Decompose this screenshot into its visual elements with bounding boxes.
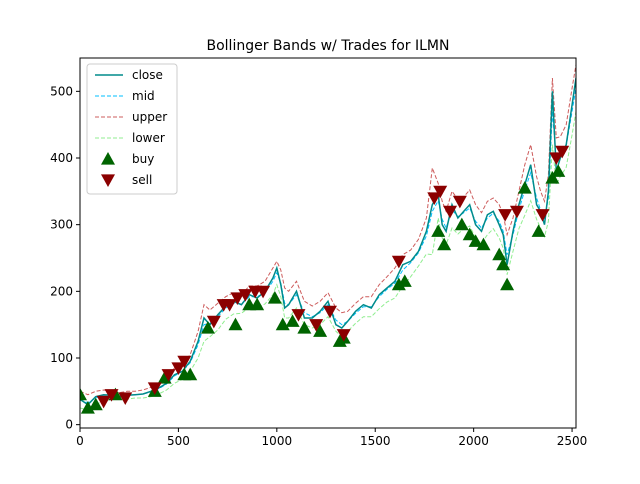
x-tick-label: 0 [76, 434, 84, 448]
y-tick-label: 0 [65, 418, 73, 432]
chart-title: Bollinger Bands w/ Trades for ILMN [207, 38, 450, 54]
buy-marker [267, 291, 282, 304]
sell-marker [336, 329, 351, 342]
buy-marker [476, 237, 491, 251]
legend-label-upper: upper [132, 110, 167, 124]
legend-swatch-sell [101, 174, 115, 187]
sell-marker [118, 392, 133, 405]
sell-marker [238, 289, 253, 302]
buy-marker [454, 217, 469, 231]
x-tick-label: 2000 [458, 434, 489, 448]
y-tick-label: 300 [50, 218, 73, 232]
sell-marker [222, 299, 237, 312]
y-tick-label: 200 [50, 284, 73, 298]
buy-marker [492, 247, 507, 261]
sell-marker [509, 205, 524, 219]
buy-marker [431, 224, 446, 237]
series-line-lower [80, 111, 576, 411]
buy-marker [285, 314, 300, 327]
sell-marker [555, 145, 570, 159]
buy-marker [391, 277, 406, 291]
x-tick-label: 500 [167, 434, 190, 448]
sell-marker [452, 195, 467, 209]
buy-marker [250, 297, 265, 311]
buy-marker [313, 324, 328, 337]
sell-marker [104, 389, 119, 402]
buy-marker [200, 321, 215, 334]
y-tick-label: 100 [50, 351, 73, 365]
buy-marker [531, 224, 546, 237]
sell-marker [322, 305, 337, 319]
sell-marker [291, 309, 306, 322]
buy-marker [468, 234, 483, 247]
buy-marker [275, 317, 290, 331]
sell-marker [309, 319, 324, 332]
legend-label-sell: sell [132, 173, 152, 187]
legend-swatch-buy [101, 152, 115, 165]
buy-marker [397, 274, 412, 287]
buy-marker [517, 181, 532, 194]
buy-marker [462, 227, 477, 241]
sell-marker [256, 285, 271, 299]
x-tick-label: 1000 [262, 434, 293, 448]
y-tick-label: 500 [50, 84, 73, 98]
sell-marker [427, 192, 442, 205]
sell-marker [535, 209, 550, 222]
buy-marker [297, 321, 312, 334]
sell-marker [171, 362, 186, 375]
legend-label-mid: mid [132, 89, 155, 103]
buy-marker [88, 397, 103, 411]
sell-marker [498, 209, 513, 222]
buy-marker [551, 164, 566, 177]
sell-marker [161, 369, 176, 382]
sell-marker [391, 255, 406, 269]
buy-marker [228, 317, 243, 331]
buy-marker [183, 367, 198, 381]
x-tick-label: 1500 [360, 434, 391, 448]
buy-marker [500, 277, 515, 291]
axis-ticks: 0 500 1000 1500 2000 2500 0 100 200 300 400 500 [50, 84, 587, 448]
buy-marker [545, 171, 560, 184]
legend-label-lower: lower [132, 131, 165, 145]
sell-marker [177, 355, 192, 369]
sell-marker [433, 185, 448, 199]
sell-marker [96, 395, 111, 409]
legend-label-close: close [132, 68, 163, 82]
sell-marker [206, 315, 221, 329]
x-tick-label: 2500 [557, 434, 588, 448]
legend: close mid upper lower buy sell [86, 63, 178, 195]
buy-marker [80, 401, 95, 414]
buy-marker [437, 237, 452, 251]
sell-marker [230, 292, 245, 305]
y-tick-label: 400 [50, 151, 73, 165]
sell-marker [147, 382, 162, 395]
sell-marker [549, 152, 564, 165]
legend-label-buy: buy [132, 152, 154, 166]
plot-area [80, 64, 576, 414]
axes-frame [79, 57, 577, 429]
buy-marker [80, 387, 87, 401]
sell-marker [443, 205, 458, 219]
buy-marker [496, 257, 511, 271]
